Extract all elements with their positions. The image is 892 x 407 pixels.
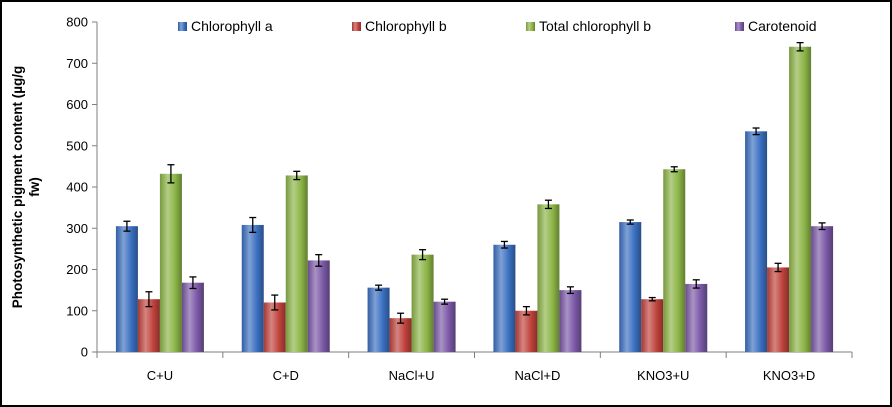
bar-carotenoid-nacl-d [559,290,582,352]
bar-chlorophyll-b-kno3-d [767,267,790,352]
legend-label-total-chlorophyll-b: Total chlorophyll b [539,18,651,34]
legend-swatch-chlorophyll-b [352,22,361,31]
bar-total-chlorophyll-b-kno3-u [663,169,686,352]
legend-swatch-carotenoid [735,22,744,31]
x-tick-label: NaCl+U [389,368,435,383]
y-tick-label: 800 [66,15,88,30]
y-tick-label: 0 [81,345,88,360]
legend-label-carotenoid: Carotenoid [748,18,817,34]
bar-chlorophyll-b-kno3-u [641,299,664,352]
y-tick-label: 600 [66,97,88,112]
legend-swatch-total-chlorophyll-b [526,22,535,31]
y-tick-label: 100 [66,303,88,318]
bar-carotenoid-c-d [307,260,330,352]
bar-chlorophyll-b-c-u [137,299,160,352]
bar-chlorophyll-b-nacl-d [515,310,538,352]
bar-total-chlorophyll-b-kno3-d [789,46,812,352]
bar-chlorophyll-b-nacl-u [389,318,412,352]
bar-carotenoid-nacl-u [433,301,456,352]
bar-chlorophyll-a-c-u [115,226,138,352]
bar-carotenoid-kno3-d [811,226,834,352]
y-tick-label: 400 [66,180,88,195]
bar-carotenoid-kno3-u [685,283,708,352]
y-tick-label: 700 [66,56,88,71]
y-tick-label: 500 [66,138,88,153]
bar-total-chlorophyll-b-c-u [159,173,182,352]
y-tick-label: 200 [66,262,88,277]
x-tick-label: C+D [273,368,299,383]
bar-total-chlorophyll-b-nacl-u [411,254,434,352]
legend-label-chlorophyll-b: Chlorophyll b [365,18,447,34]
x-tick-label: NaCl+D [514,368,560,383]
x-tick-label: KNO3+D [763,368,815,383]
bar-carotenoid-c-u [181,282,204,352]
bar-chlorophyll-a-kno3-d [745,131,768,352]
legend-swatch-chlorophyll-a [178,22,187,31]
bar-chlorophyll-a-nacl-d [493,244,516,352]
legend-label-chlorophyll-a: Chlorophyll a [191,18,273,34]
bar-total-chlorophyll-b-c-d [285,175,308,352]
y-axis-title: fw) [27,177,42,197]
bar-chlorophyll-a-kno3-u [619,222,642,352]
bar-chlorophyll-b-c-d [263,302,286,352]
bar-chlorophyll-a-nacl-u [367,287,390,352]
y-axis-title: Photosynthetic pigment content (µg/g [10,66,25,309]
bar-chlorophyll-a-c-d [241,224,264,352]
y-tick-label: 300 [66,221,88,236]
x-tick-label: C+U [147,368,173,383]
bar-total-chlorophyll-b-nacl-d [537,204,560,352]
x-tick-label: KNO3+U [637,368,689,383]
